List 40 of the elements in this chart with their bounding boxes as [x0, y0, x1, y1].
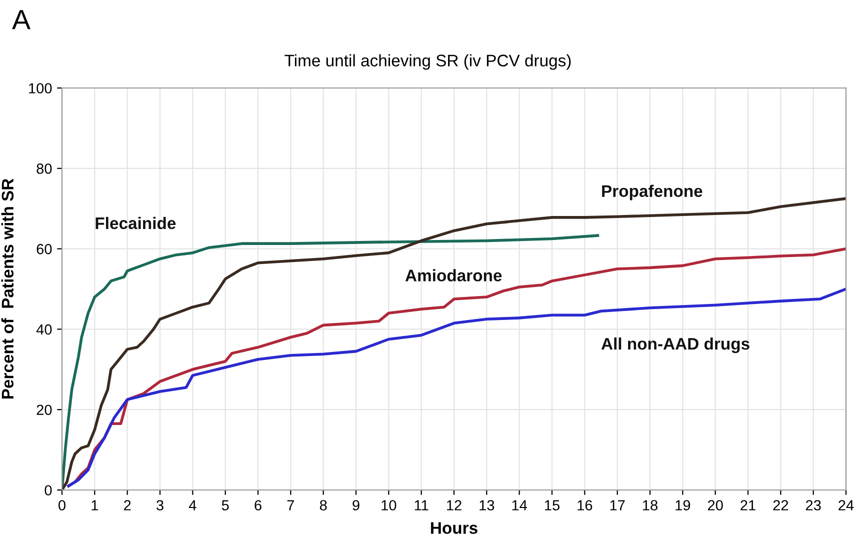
x-tick-label: 1 [92, 500, 98, 510]
x-tick-label: 8 [320, 500, 327, 510]
x-tick-label: 2 [124, 500, 131, 510]
x-tick-label: 9 [352, 500, 360, 510]
series-label: Amiodarone [405, 269, 502, 282]
y-tick-label: 20 [36, 404, 52, 416]
x-tick-label: 4 [188, 500, 196, 510]
text: A [12, 10, 30, 30]
x-tick-label: 0 [58, 500, 66, 510]
x-tick-label: 15 [545, 500, 560, 510]
x-tick-label: 10 [382, 500, 396, 510]
x-tick-label: 21 [740, 500, 756, 510]
y-tick-label: 40 [36, 324, 52, 335]
x-tick-label: 17 [610, 500, 625, 510]
x-tick-label: 20 [708, 500, 723, 510]
series-label: Propafenone [602, 184, 702, 200]
x-tick-label: 19 [676, 500, 690, 510]
chart-title: Time until achieving SR (iv PCV drugs) [284, 54, 571, 70]
x-tick-label: 7 [287, 500, 294, 510]
x-tick-label: 5 [222, 500, 229, 510]
x-tick-label: 14 [512, 500, 528, 510]
y-tick-label: 100 [29, 83, 52, 94]
x-tick-label: 16 [578, 500, 592, 510]
x-tick-label: 6 [254, 500, 262, 510]
line-series [67, 288, 846, 488]
x-axis-title: Hours [431, 522, 478, 534]
x-tick-label: 22 [773, 500, 788, 510]
x-tick-label: 11 [414, 500, 428, 510]
series-label: Flecainide [96, 216, 176, 230]
x-tick-label: 3 [156, 500, 164, 510]
x-tick-label: 24 [838, 500, 854, 510]
y-axis-title: Percent of Patients with SR [1, 178, 14, 399]
y-tick-label: 80 [36, 164, 52, 174]
y-tick-label: 60 [36, 244, 52, 254]
x-tick-label: 13 [480, 500, 494, 510]
series-label: All non-AAD drugs [601, 337, 750, 354]
x-tick-label: 18 [643, 500, 658, 510]
y-tick-label: 0 [44, 485, 52, 496]
x-tick-label: 12 [447, 500, 462, 510]
x-tick-label: 23 [806, 500, 821, 510]
